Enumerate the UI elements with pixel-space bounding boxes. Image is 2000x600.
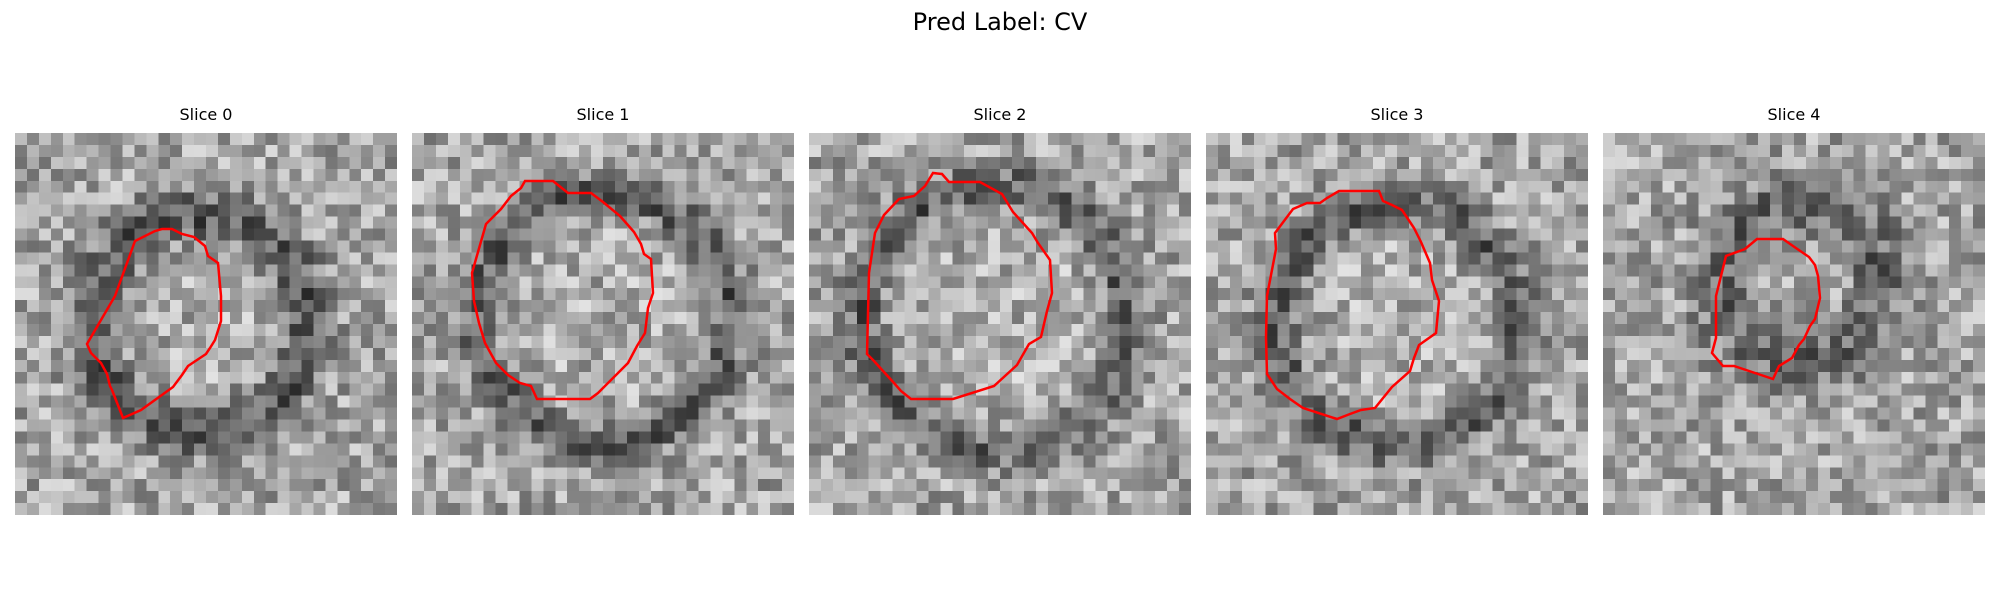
red-contour <box>85 227 223 420</box>
slice-image <box>1206 133 1588 515</box>
grayscale-noise-image <box>412 133 794 515</box>
grayscale-noise-image <box>15 133 397 515</box>
grayscale-noise-image <box>1603 133 1985 515</box>
segmentation-contour-overlay <box>1264 189 1441 421</box>
segmentation-contour-overlay <box>865 171 1054 401</box>
grayscale-noise-image <box>809 133 1191 515</box>
slice-image <box>809 133 1191 515</box>
slice-title: Slice 1 <box>576 105 630 124</box>
slice-image <box>412 133 794 515</box>
red-contour <box>1710 237 1822 381</box>
slice-title: Slice 2 <box>973 105 1027 124</box>
slice-title: Slice 3 <box>1370 105 1424 124</box>
grayscale-noise-image <box>1206 133 1588 515</box>
slice-image <box>1603 133 1985 515</box>
figure-title: Pred Label: CV <box>912 8 1088 36</box>
slice-image <box>15 133 397 515</box>
segmentation-contour-overlay <box>85 227 223 420</box>
slice-title: Slice 0 <box>179 105 233 124</box>
segmentation-contour-overlay <box>470 179 655 401</box>
red-contour <box>470 179 655 401</box>
slice-title: Slice 4 <box>1767 105 1821 124</box>
red-contour <box>865 171 1054 401</box>
segmentation-contour-overlay <box>1710 237 1822 381</box>
red-contour <box>1264 189 1441 421</box>
